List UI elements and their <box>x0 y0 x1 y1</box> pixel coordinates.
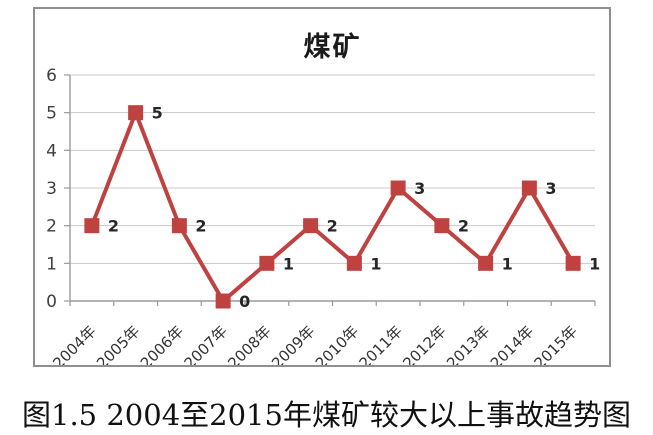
x-category-label: 2009年 <box>268 322 318 365</box>
data-point-marker <box>303 218 319 234</box>
data-label: 2 <box>458 217 469 236</box>
series-line <box>90 107 575 305</box>
data-point-marker <box>521 180 537 196</box>
x-category-label: 2012年 <box>399 322 449 365</box>
data-point-marker <box>128 105 144 121</box>
y-tick-label: 3 <box>46 179 57 199</box>
x-category-label: 2005年 <box>93 322 143 365</box>
data-label: 3 <box>414 179 425 198</box>
y-tick-label: 0 <box>46 292 57 312</box>
data-point-marker <box>84 218 100 234</box>
x-category-label: 2004年 <box>49 322 99 365</box>
x-category-label: 2015年 <box>531 322 581 365</box>
line-chart: 01234562004年2005年2006年2007年2008年2009年201… <box>46 66 600 365</box>
data-label: 0 <box>239 292 250 311</box>
y-tick-label: 5 <box>46 104 57 124</box>
data-point-marker <box>478 255 494 271</box>
data-label: 1 <box>502 254 513 273</box>
data-point-marker <box>346 255 362 271</box>
x-category-label: 2014年 <box>487 322 537 365</box>
data-point-marker <box>390 180 406 196</box>
x-category-label: 2010年 <box>312 322 362 365</box>
y-tick-label: 6 <box>46 66 57 86</box>
data-point-marker <box>215 293 231 309</box>
x-category-label: 2008年 <box>224 322 274 365</box>
y-tick-label: 2 <box>46 217 57 237</box>
data-label: 2 <box>327 217 338 236</box>
y-tick-label: 1 <box>46 254 57 274</box>
data-point-marker <box>434 218 450 234</box>
x-category-label: 2011年 <box>356 322 406 365</box>
x-category-label: 2007年 <box>181 322 231 365</box>
x-category-label: 2006年 <box>137 322 187 365</box>
x-category-label: 2013年 <box>443 322 493 365</box>
chart-frame: 0 1 2 3 4 5 6 2004年 2005年 2006年 2007年 2008年 2009年 201… <box>33 7 611 367</box>
data-label: 5 <box>152 104 163 123</box>
data-label: 1 <box>283 254 294 273</box>
data-point-marker <box>259 255 275 271</box>
data-point-marker <box>565 255 581 271</box>
data-label: 1 <box>589 254 600 273</box>
data-label: 3 <box>545 179 556 198</box>
figure-caption: 图1.5 2004至2015年煤矿较大以上事故趋势图 <box>22 398 631 432</box>
y-tick-label: 4 <box>46 141 57 161</box>
data-label: 2 <box>195 217 206 236</box>
data-label: 1 <box>370 254 381 273</box>
data-point-marker <box>171 218 187 234</box>
chart-title: 煤矿 <box>303 32 362 63</box>
data-label: 2 <box>108 217 119 236</box>
